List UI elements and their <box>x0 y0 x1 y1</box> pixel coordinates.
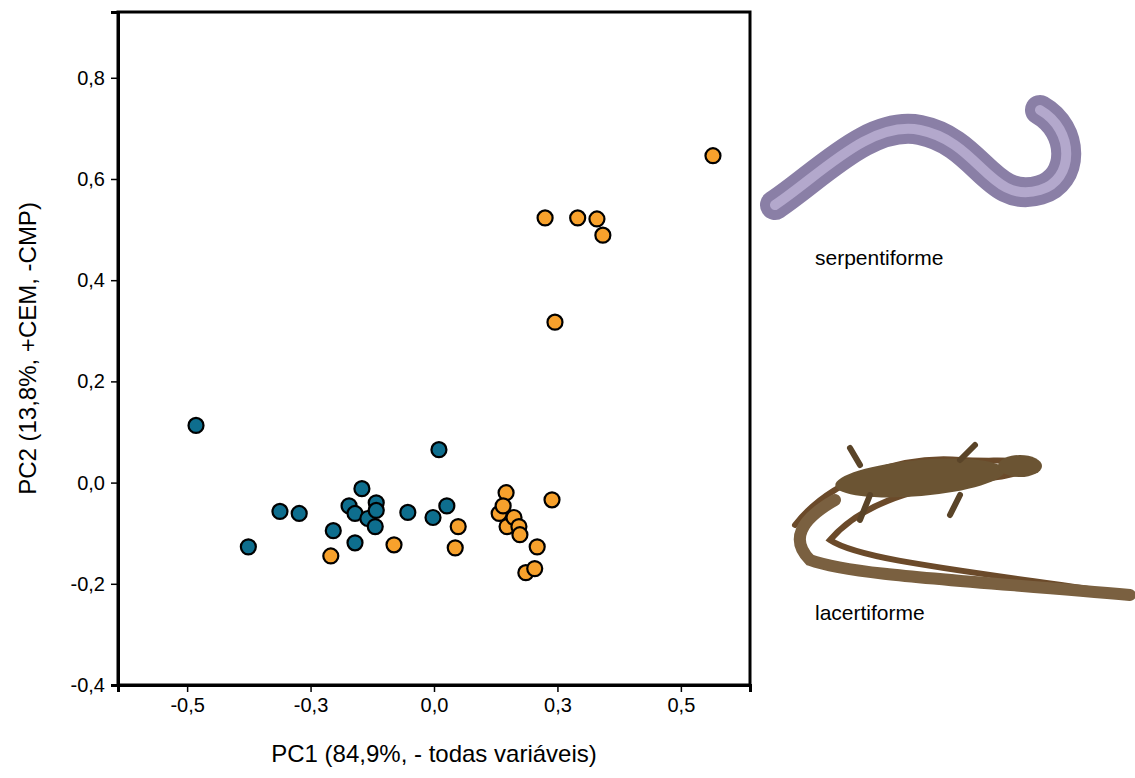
y-tick-mark <box>111 381 118 383</box>
y-tick-mark <box>111 584 118 586</box>
scatter-point <box>439 498 454 513</box>
x-tick: -0,5 <box>170 685 204 716</box>
annotation: lacertiforme <box>815 601 925 624</box>
y-tick: -0,2 <box>71 573 118 595</box>
points <box>189 148 721 580</box>
y-tick-label: -0,2 <box>71 573 105 595</box>
scatter-point <box>705 148 720 163</box>
snake-illustration <box>775 110 1066 205</box>
x-axis-line <box>119 686 751 693</box>
y-tick-label: 0,8 <box>77 67 105 89</box>
scatter-point <box>530 539 545 554</box>
y-axis: -0,4 -0,2 0,0 0,2 0,4 0,6 0,8 <box>71 13 119 696</box>
x-tick-label: -0,5 <box>170 694 204 716</box>
y-tick: 0,6 <box>77 168 118 190</box>
lizard-tail <box>800 500 1130 595</box>
y-tick-mark <box>111 685 118 687</box>
y-tick: 0,0 <box>77 471 118 493</box>
scatter-point <box>387 537 402 552</box>
lizard-leg <box>850 448 860 465</box>
scatter-point <box>595 228 610 243</box>
y-tick-label: 0,6 <box>77 168 105 190</box>
x-tick-label: 0,3 <box>544 694 572 716</box>
x-tick: 0,5 <box>667 685 695 716</box>
y-tick-label: 0,4 <box>77 269 105 291</box>
x-tick-label: -0,3 <box>294 694 328 716</box>
x-axis: -0,5 -0,3 0,0 0,3 0,5 <box>119 685 751 716</box>
lizard-head <box>998 455 1042 477</box>
scatter-point <box>431 442 446 457</box>
chart: -0,5 -0,3 0,0 0,3 0,5 -0,4 -0,2 0,0 0,2 0,4 0,6 0,8… <box>0 0 1135 778</box>
lizard-leg <box>860 495 870 520</box>
scatter-point <box>451 519 466 534</box>
y-tick-label: 0,0 <box>77 471 105 493</box>
scatter-point <box>354 481 369 496</box>
scatter-point <box>323 548 338 563</box>
scatter-point <box>400 505 415 520</box>
scatter-point <box>292 506 307 521</box>
scatter-point <box>448 540 463 555</box>
snake-body <box>775 110 1066 205</box>
x-tick: 0,0 <box>421 685 449 716</box>
x-tick-mark <box>310 685 312 692</box>
scatter-point <box>189 418 204 433</box>
y-axis-line <box>111 13 119 686</box>
plot-frame <box>118 12 750 685</box>
scatter-point <box>241 539 256 554</box>
x-tick-mark <box>681 685 683 692</box>
snake-highlight <box>775 110 1066 205</box>
y-tick: 0,2 <box>77 370 118 392</box>
lizard-leg <box>950 495 960 515</box>
scatter-point <box>368 519 383 534</box>
x-tick: -0,3 <box>294 685 328 716</box>
y-axis-title: PC2 (13,8%, +CEM, -CMP) <box>14 202 41 495</box>
scatter-point <box>272 504 287 519</box>
x-tick-mark <box>557 685 559 692</box>
scatter-point <box>545 492 560 507</box>
scatter-point <box>570 210 585 225</box>
x-tick: 0,3 <box>544 685 572 716</box>
scatter-point <box>589 211 604 226</box>
scatter-point <box>426 510 441 525</box>
scatter-point <box>348 535 363 550</box>
scatter-point <box>326 523 341 538</box>
scatter-point <box>547 315 562 330</box>
y-tick-mark <box>111 482 118 484</box>
y-tick-label: 0,2 <box>77 370 105 392</box>
y-tick-mark <box>111 179 118 181</box>
y-tick-mark <box>111 280 118 282</box>
scatter-point <box>369 503 384 518</box>
lizard-leg <box>960 445 975 460</box>
y-tick: 0,4 <box>77 269 118 291</box>
scatter-point <box>538 210 553 225</box>
y-tick-mark <box>111 78 118 80</box>
scatter-point <box>527 561 542 576</box>
x-tick-label: 0,5 <box>667 694 695 716</box>
y-tick-label: -0,4 <box>71 674 105 696</box>
x-axis-title: PC1 (84,9%, - todas variáveis) <box>271 740 596 767</box>
x-tick-mark <box>434 685 436 692</box>
x-tick-mark <box>187 685 189 692</box>
lizard-illustration <box>795 445 1130 595</box>
y-tick: 0,8 <box>77 67 118 89</box>
annotation: serpentiforme <box>815 246 943 269</box>
scatter-point <box>512 527 527 542</box>
y-tick: -0,4 <box>71 674 118 696</box>
x-tick-label: 0,0 <box>421 694 449 716</box>
